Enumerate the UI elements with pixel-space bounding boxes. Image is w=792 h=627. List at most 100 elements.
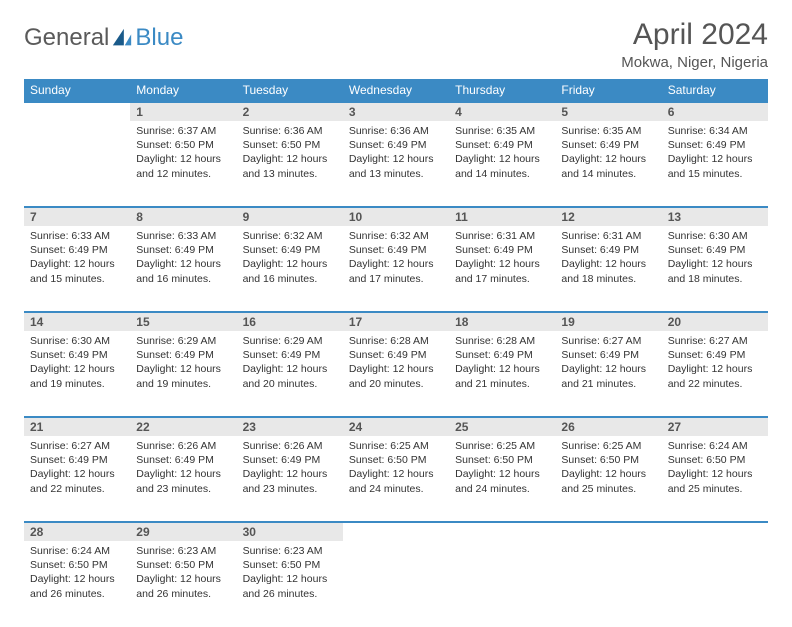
sunrise-text: Sunrise: 6:27 AM [561, 334, 655, 348]
sunset-text: Sunset: 6:49 PM [561, 138, 655, 152]
day-cell: Sunrise: 6:25 AMSunset: 6:50 PMDaylight:… [449, 436, 555, 522]
day-number: 17 [343, 312, 449, 331]
daynum-row: 14151617181920 [24, 312, 768, 331]
day-number: 1 [130, 102, 236, 121]
sunrise-text: Sunrise: 6:24 AM [30, 544, 124, 558]
day-cell [24, 121, 130, 207]
sunrise-text: Sunrise: 6:28 AM [349, 334, 443, 348]
day-number: 21 [24, 417, 130, 436]
daylight-text: Daylight: 12 hours and 19 minutes. [30, 362, 124, 390]
day-cell: Sunrise: 6:24 AMSunset: 6:50 PMDaylight:… [24, 541, 130, 627]
sunrise-text: Sunrise: 6:33 AM [30, 229, 124, 243]
daylight-text: Daylight: 12 hours and 20 minutes. [349, 362, 443, 390]
sunrise-text: Sunrise: 6:25 AM [455, 439, 549, 453]
day-number: 24 [343, 417, 449, 436]
sunrise-text: Sunrise: 6:36 AM [243, 124, 337, 138]
sunrise-text: Sunrise: 6:28 AM [455, 334, 549, 348]
calendar-body: 123456Sunrise: 6:37 AMSunset: 6:50 PMDay… [24, 102, 768, 627]
sunset-text: Sunset: 6:49 PM [136, 348, 230, 362]
daylight-text: Daylight: 12 hours and 17 minutes. [349, 257, 443, 285]
sunset-text: Sunset: 6:49 PM [136, 453, 230, 467]
daylight-text: Daylight: 12 hours and 13 minutes. [349, 152, 443, 180]
day-cell: Sunrise: 6:36 AMSunset: 6:50 PMDaylight:… [237, 121, 343, 207]
day-number: 28 [24, 522, 130, 541]
day-number [662, 522, 768, 541]
daylight-text: Daylight: 12 hours and 26 minutes. [30, 572, 124, 600]
sunset-text: Sunset: 6:50 PM [349, 453, 443, 467]
daylight-text: Daylight: 12 hours and 23 minutes. [243, 467, 337, 495]
day-number: 13 [662, 207, 768, 226]
day-number: 7 [24, 207, 130, 226]
daylight-text: Daylight: 12 hours and 13 minutes. [243, 152, 337, 180]
content-row: Sunrise: 6:33 AMSunset: 6:49 PMDaylight:… [24, 226, 768, 312]
daylight-text: Daylight: 12 hours and 22 minutes. [30, 467, 124, 495]
day-cell: Sunrise: 6:28 AMSunset: 6:49 PMDaylight:… [343, 331, 449, 417]
logo: General Blue [24, 24, 183, 52]
daylight-text: Daylight: 12 hours and 15 minutes. [30, 257, 124, 285]
page-title: April 2024 [621, 18, 768, 52]
calendar-table: Sunday Monday Tuesday Wednesday Thursday… [24, 79, 768, 627]
sunrise-text: Sunrise: 6:32 AM [243, 229, 337, 243]
day-number: 3 [343, 102, 449, 121]
day-number: 22 [130, 417, 236, 436]
logo-text-blue: Blue [135, 24, 183, 52]
day-cell: Sunrise: 6:25 AMSunset: 6:50 PMDaylight:… [555, 436, 661, 522]
logo-sail-icon [111, 27, 133, 49]
daylight-text: Daylight: 12 hours and 25 minutes. [561, 467, 655, 495]
day-number: 10 [343, 207, 449, 226]
day-number: 29 [130, 522, 236, 541]
daylight-text: Daylight: 12 hours and 18 minutes. [561, 257, 655, 285]
day-cell: Sunrise: 6:23 AMSunset: 6:50 PMDaylight:… [130, 541, 236, 627]
daylight-text: Daylight: 12 hours and 16 minutes. [136, 257, 230, 285]
sunset-text: Sunset: 6:49 PM [243, 348, 337, 362]
day-cell: Sunrise: 6:24 AMSunset: 6:50 PMDaylight:… [662, 436, 768, 522]
sunset-text: Sunset: 6:50 PM [561, 453, 655, 467]
day-number [449, 522, 555, 541]
sunset-text: Sunset: 6:49 PM [30, 453, 124, 467]
sunrise-text: Sunrise: 6:37 AM [136, 124, 230, 138]
daynum-row: 282930 [24, 522, 768, 541]
daylight-text: Daylight: 12 hours and 12 minutes. [136, 152, 230, 180]
sunset-text: Sunset: 6:49 PM [668, 348, 762, 362]
day-cell: Sunrise: 6:23 AMSunset: 6:50 PMDaylight:… [237, 541, 343, 627]
day-cell: Sunrise: 6:27 AMSunset: 6:49 PMDaylight:… [555, 331, 661, 417]
sunset-text: Sunset: 6:49 PM [561, 243, 655, 257]
day-number: 11 [449, 207, 555, 226]
sunset-text: Sunset: 6:50 PM [136, 138, 230, 152]
sunrise-text: Sunrise: 6:27 AM [668, 334, 762, 348]
day-number [24, 102, 130, 121]
day-header: Wednesday [343, 79, 449, 102]
sunset-text: Sunset: 6:49 PM [455, 243, 549, 257]
page-subtitle: Mokwa, Niger, Nigeria [621, 54, 768, 71]
day-cell [343, 541, 449, 627]
day-cell: Sunrise: 6:25 AMSunset: 6:50 PMDaylight:… [343, 436, 449, 522]
day-header: Saturday [662, 79, 768, 102]
sunset-text: Sunset: 6:49 PM [668, 138, 762, 152]
day-cell: Sunrise: 6:32 AMSunset: 6:49 PMDaylight:… [343, 226, 449, 312]
day-cell [449, 541, 555, 627]
day-cell: Sunrise: 6:33 AMSunset: 6:49 PMDaylight:… [130, 226, 236, 312]
day-cell: Sunrise: 6:37 AMSunset: 6:50 PMDaylight:… [130, 121, 236, 207]
day-cell: Sunrise: 6:36 AMSunset: 6:49 PMDaylight:… [343, 121, 449, 207]
content-row: Sunrise: 6:37 AMSunset: 6:50 PMDaylight:… [24, 121, 768, 207]
daylight-text: Daylight: 12 hours and 22 minutes. [668, 362, 762, 390]
day-cell: Sunrise: 6:34 AMSunset: 6:49 PMDaylight:… [662, 121, 768, 207]
sunrise-text: Sunrise: 6:29 AM [243, 334, 337, 348]
daylight-text: Daylight: 12 hours and 18 minutes. [668, 257, 762, 285]
daylight-text: Daylight: 12 hours and 24 minutes. [455, 467, 549, 495]
day-cell: Sunrise: 6:35 AMSunset: 6:49 PMDaylight:… [555, 121, 661, 207]
day-cell: Sunrise: 6:27 AMSunset: 6:49 PMDaylight:… [24, 436, 130, 522]
day-number [343, 522, 449, 541]
sunset-text: Sunset: 6:50 PM [136, 558, 230, 572]
daynum-row: 21222324252627 [24, 417, 768, 436]
day-cell: Sunrise: 6:31 AMSunset: 6:49 PMDaylight:… [555, 226, 661, 312]
day-header: Monday [130, 79, 236, 102]
sunrise-text: Sunrise: 6:32 AM [349, 229, 443, 243]
day-cell: Sunrise: 6:27 AMSunset: 6:49 PMDaylight:… [662, 331, 768, 417]
sunrise-text: Sunrise: 6:30 AM [30, 334, 124, 348]
day-cell: Sunrise: 6:29 AMSunset: 6:49 PMDaylight:… [237, 331, 343, 417]
day-header-row: Sunday Monday Tuesday Wednesday Thursday… [24, 79, 768, 102]
header: General Blue April 2024 Mokwa, Niger, Ni… [24, 18, 768, 71]
day-number: 2 [237, 102, 343, 121]
logo-text: General [24, 24, 109, 52]
